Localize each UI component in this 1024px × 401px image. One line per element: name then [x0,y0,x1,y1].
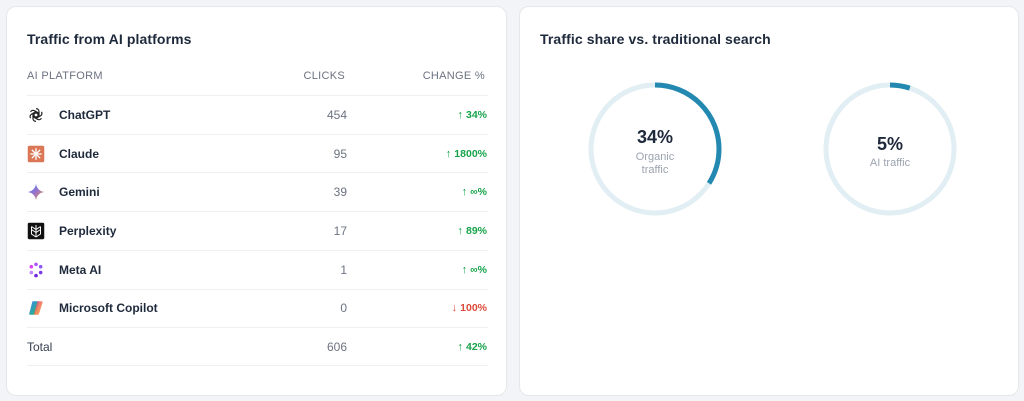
table-total-row: Total 606 ↑ 42% [27,327,488,366]
meta-ai-logo-icon [27,261,45,279]
donut-label: AI traffic [869,157,911,169]
platform-name: Claude [59,146,100,161]
column-header-platform: AI PLATFORM [27,70,103,82]
platform-name: Gemini [59,185,100,200]
card-title: Traffic share vs. traditional search [540,31,771,47]
change-value: ↑ ∞% [461,263,487,276]
perplexity-logo-icon [27,222,45,240]
gemini-logo-icon [27,183,45,201]
clicks-value: 39 [333,185,347,200]
donut-value: 5% [876,134,903,154]
ai-traffic-donut: 5% AI traffic [820,79,960,219]
arrow-up-icon: ↑ [457,340,463,353]
arrow-up-icon: ↑ [461,186,468,199]
table-row: Microsoft Copilot 0 ↓ 100% [27,288,488,328]
chatgpt-logo-icon [27,106,45,124]
change-value: ↓ 100% [451,302,487,315]
clicks-value: 95 [333,146,347,161]
platform-name: Meta AI [59,262,102,277]
clicks-value: 17 [333,223,347,238]
change-value: ↑ 34% [457,108,487,121]
clicks-value: 1 [340,262,347,277]
change-value: ↑ ∞% [461,186,487,199]
ai-platforms-card: Traffic from AI platforms AI PLATFORM CL… [6,6,507,396]
change-value: ↑ 89% [457,224,487,237]
table-row: Meta AI 1 ↑ ∞% [27,249,488,289]
donut-label: Organic traffic [635,151,675,176]
clicks-value: 454 [326,107,347,122]
total-clicks-value: 606 [326,339,347,354]
arrow-up-icon: ↑ [461,263,468,276]
clicks-value: 0 [340,301,347,316]
platform-name: Microsoft Copilot [59,301,158,316]
table-row: ChatGPT 454 ↑ 34% [27,95,488,134]
donut-arc [823,82,957,216]
arrow-up-icon: ↑ [457,224,463,237]
arrow-down-icon: ↓ [451,302,458,315]
table-row: Claude 95 ↑ 1800% [27,133,488,173]
platform-name: ChatGPT [59,107,111,122]
traffic-share-card: Traffic share vs. traditional search 34%… [519,6,1019,396]
organic-traffic-donut: 34% Organic traffic [585,79,725,219]
column-header-clicks: CLICKS [303,70,345,82]
total-change-value: ↑ 42% [457,340,487,353]
copilot-logo-icon [27,299,45,317]
table-row: Perplexity 17 ↑ 89% [27,211,488,250]
table-row: Gemini 39 ↑ ∞% [27,172,488,211]
donut-arc [588,82,722,216]
arrow-up-icon: ↑ [445,147,452,160]
claude-logo-icon [27,145,45,163]
platform-name: Perplexity [59,223,117,238]
column-header-change: CHANGE % [422,70,485,82]
arrow-up-icon: ↑ [457,108,463,121]
card-title: Traffic from AI platforms [27,31,192,47]
change-value: ↑ 1800% [445,147,487,160]
donut-value: 34% [636,127,674,147]
total-label: Total [27,339,53,354]
